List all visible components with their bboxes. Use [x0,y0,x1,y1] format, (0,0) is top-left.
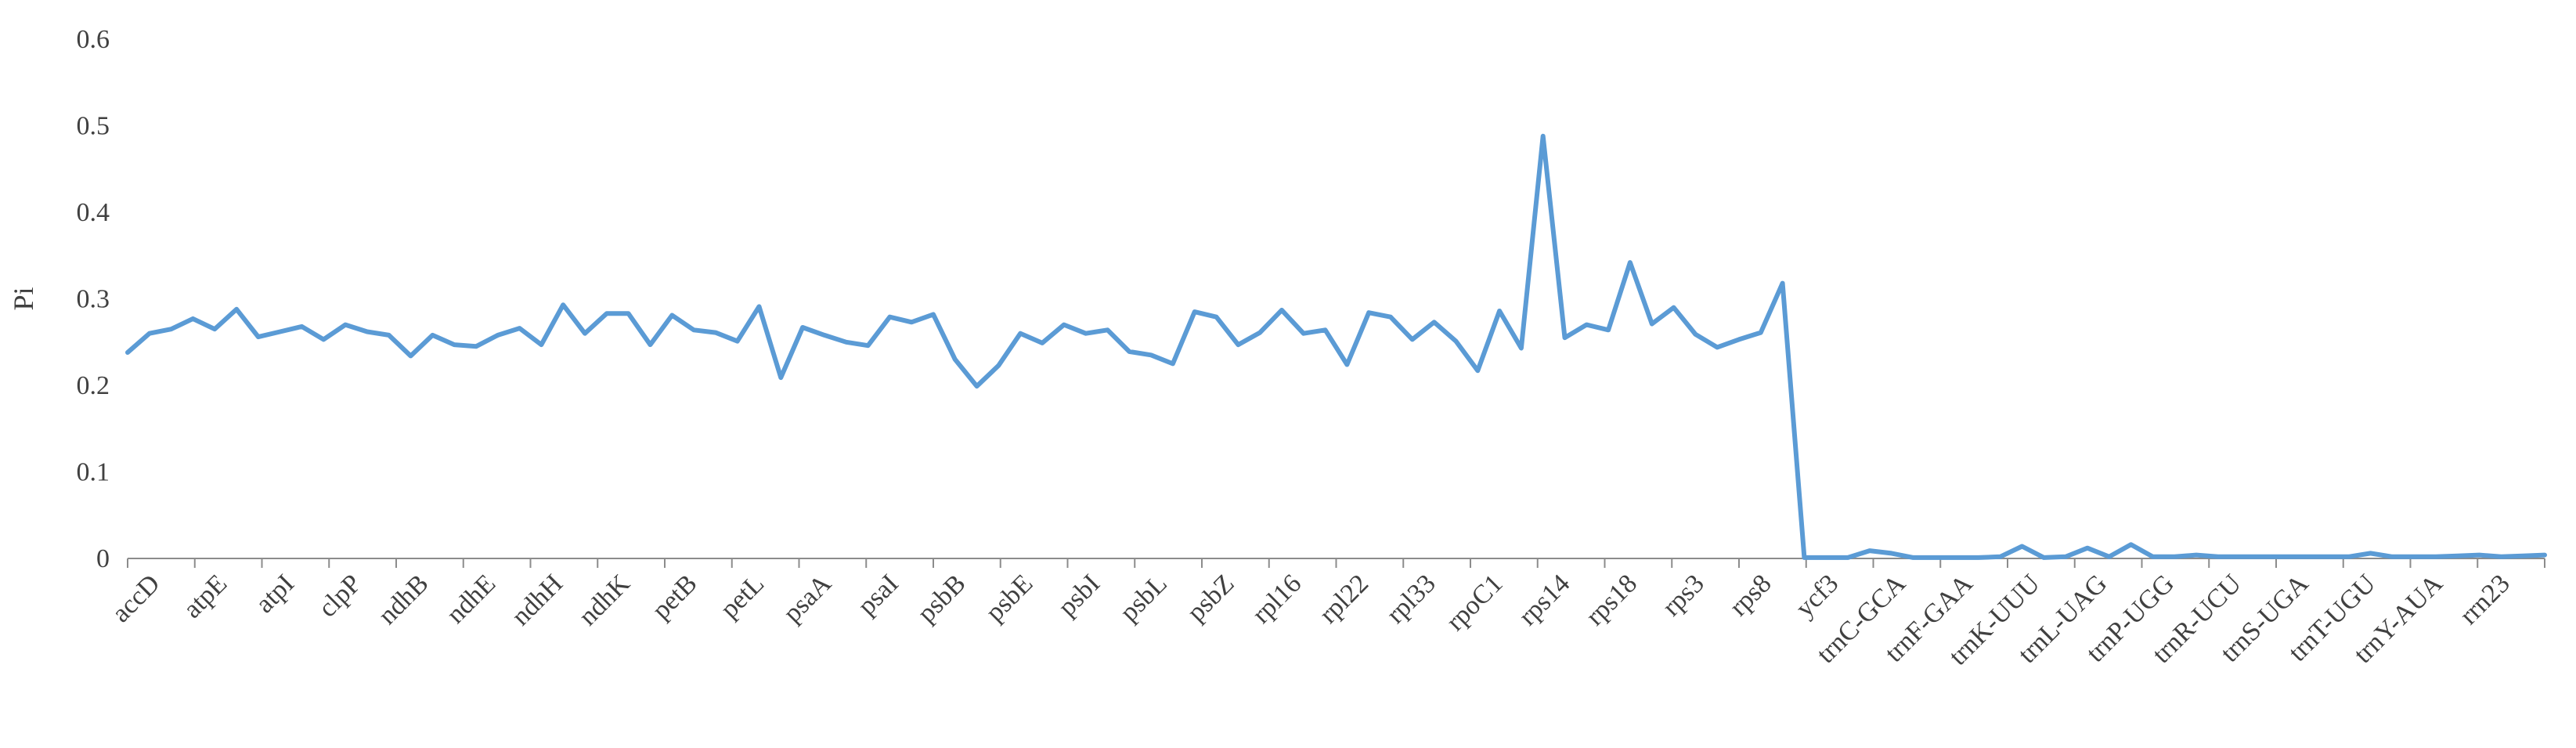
y-axis-title: Pi [8,287,39,310]
y-axis: 0 0.1 0.2 0.3 0.4 0.5 0.6 [77,25,110,573]
x-tick-label: rrn23 [2455,569,2516,630]
x-tick-label: clpP [313,569,367,623]
x-tick-label: accD [106,569,166,628]
y-tick-label: 0.1 [77,458,110,487]
x-tick-label: rpl16 [1247,569,1307,629]
x-tick-label: ndhB [373,569,434,630]
y-tick-label: 0 [96,544,110,573]
y-tick-label: 0.2 [77,371,110,400]
y-tick-label: 0.3 [77,285,110,314]
x-tick-label: rps18 [1580,569,1643,631]
x-tick-label: rpl22 [1314,569,1374,629]
pi-series-line [125,133,2547,560]
x-tick-label: rpoC1 [1441,569,1508,636]
y-tick-label: 0.4 [77,198,110,227]
x-tick-label: rps8 [1724,569,1777,622]
x-tick-label: petL [715,569,770,623]
y-tick-label: 0.5 [77,112,110,141]
x-tick-label: atpI [250,569,300,619]
x-tick-label: ndhK [573,569,636,631]
x-tick-label: rps14 [1513,569,1576,631]
x-tick-label: psaA [777,569,837,628]
x-tick-label: rpl33 [1381,569,1441,629]
x-axis: accD atpE atpI clpP ndhB ndhE ndhH ndhK petB petL… [106,558,2545,671]
x-tick-label: petB [647,569,703,625]
x-tick-label: psbB [912,569,972,628]
pi-series [125,133,2547,560]
x-tick-label: psbI [1052,569,1106,622]
x-tick-label: psbZ [1182,569,1239,627]
x-tick-label: psaI [853,569,904,620]
y-tick-label: 0.6 [77,25,110,54]
x-tick-label: psbL [1115,569,1173,627]
x-tick-label: psbE [980,569,1038,627]
x-tick-label: ndhE [441,569,501,629]
x-tick-label: ycf3 [1790,569,1844,623]
x-tick-label: atpE [178,569,233,623]
x-tick-label: rps3 [1657,569,1710,622]
x-tick-label: ndhH [506,569,568,631]
